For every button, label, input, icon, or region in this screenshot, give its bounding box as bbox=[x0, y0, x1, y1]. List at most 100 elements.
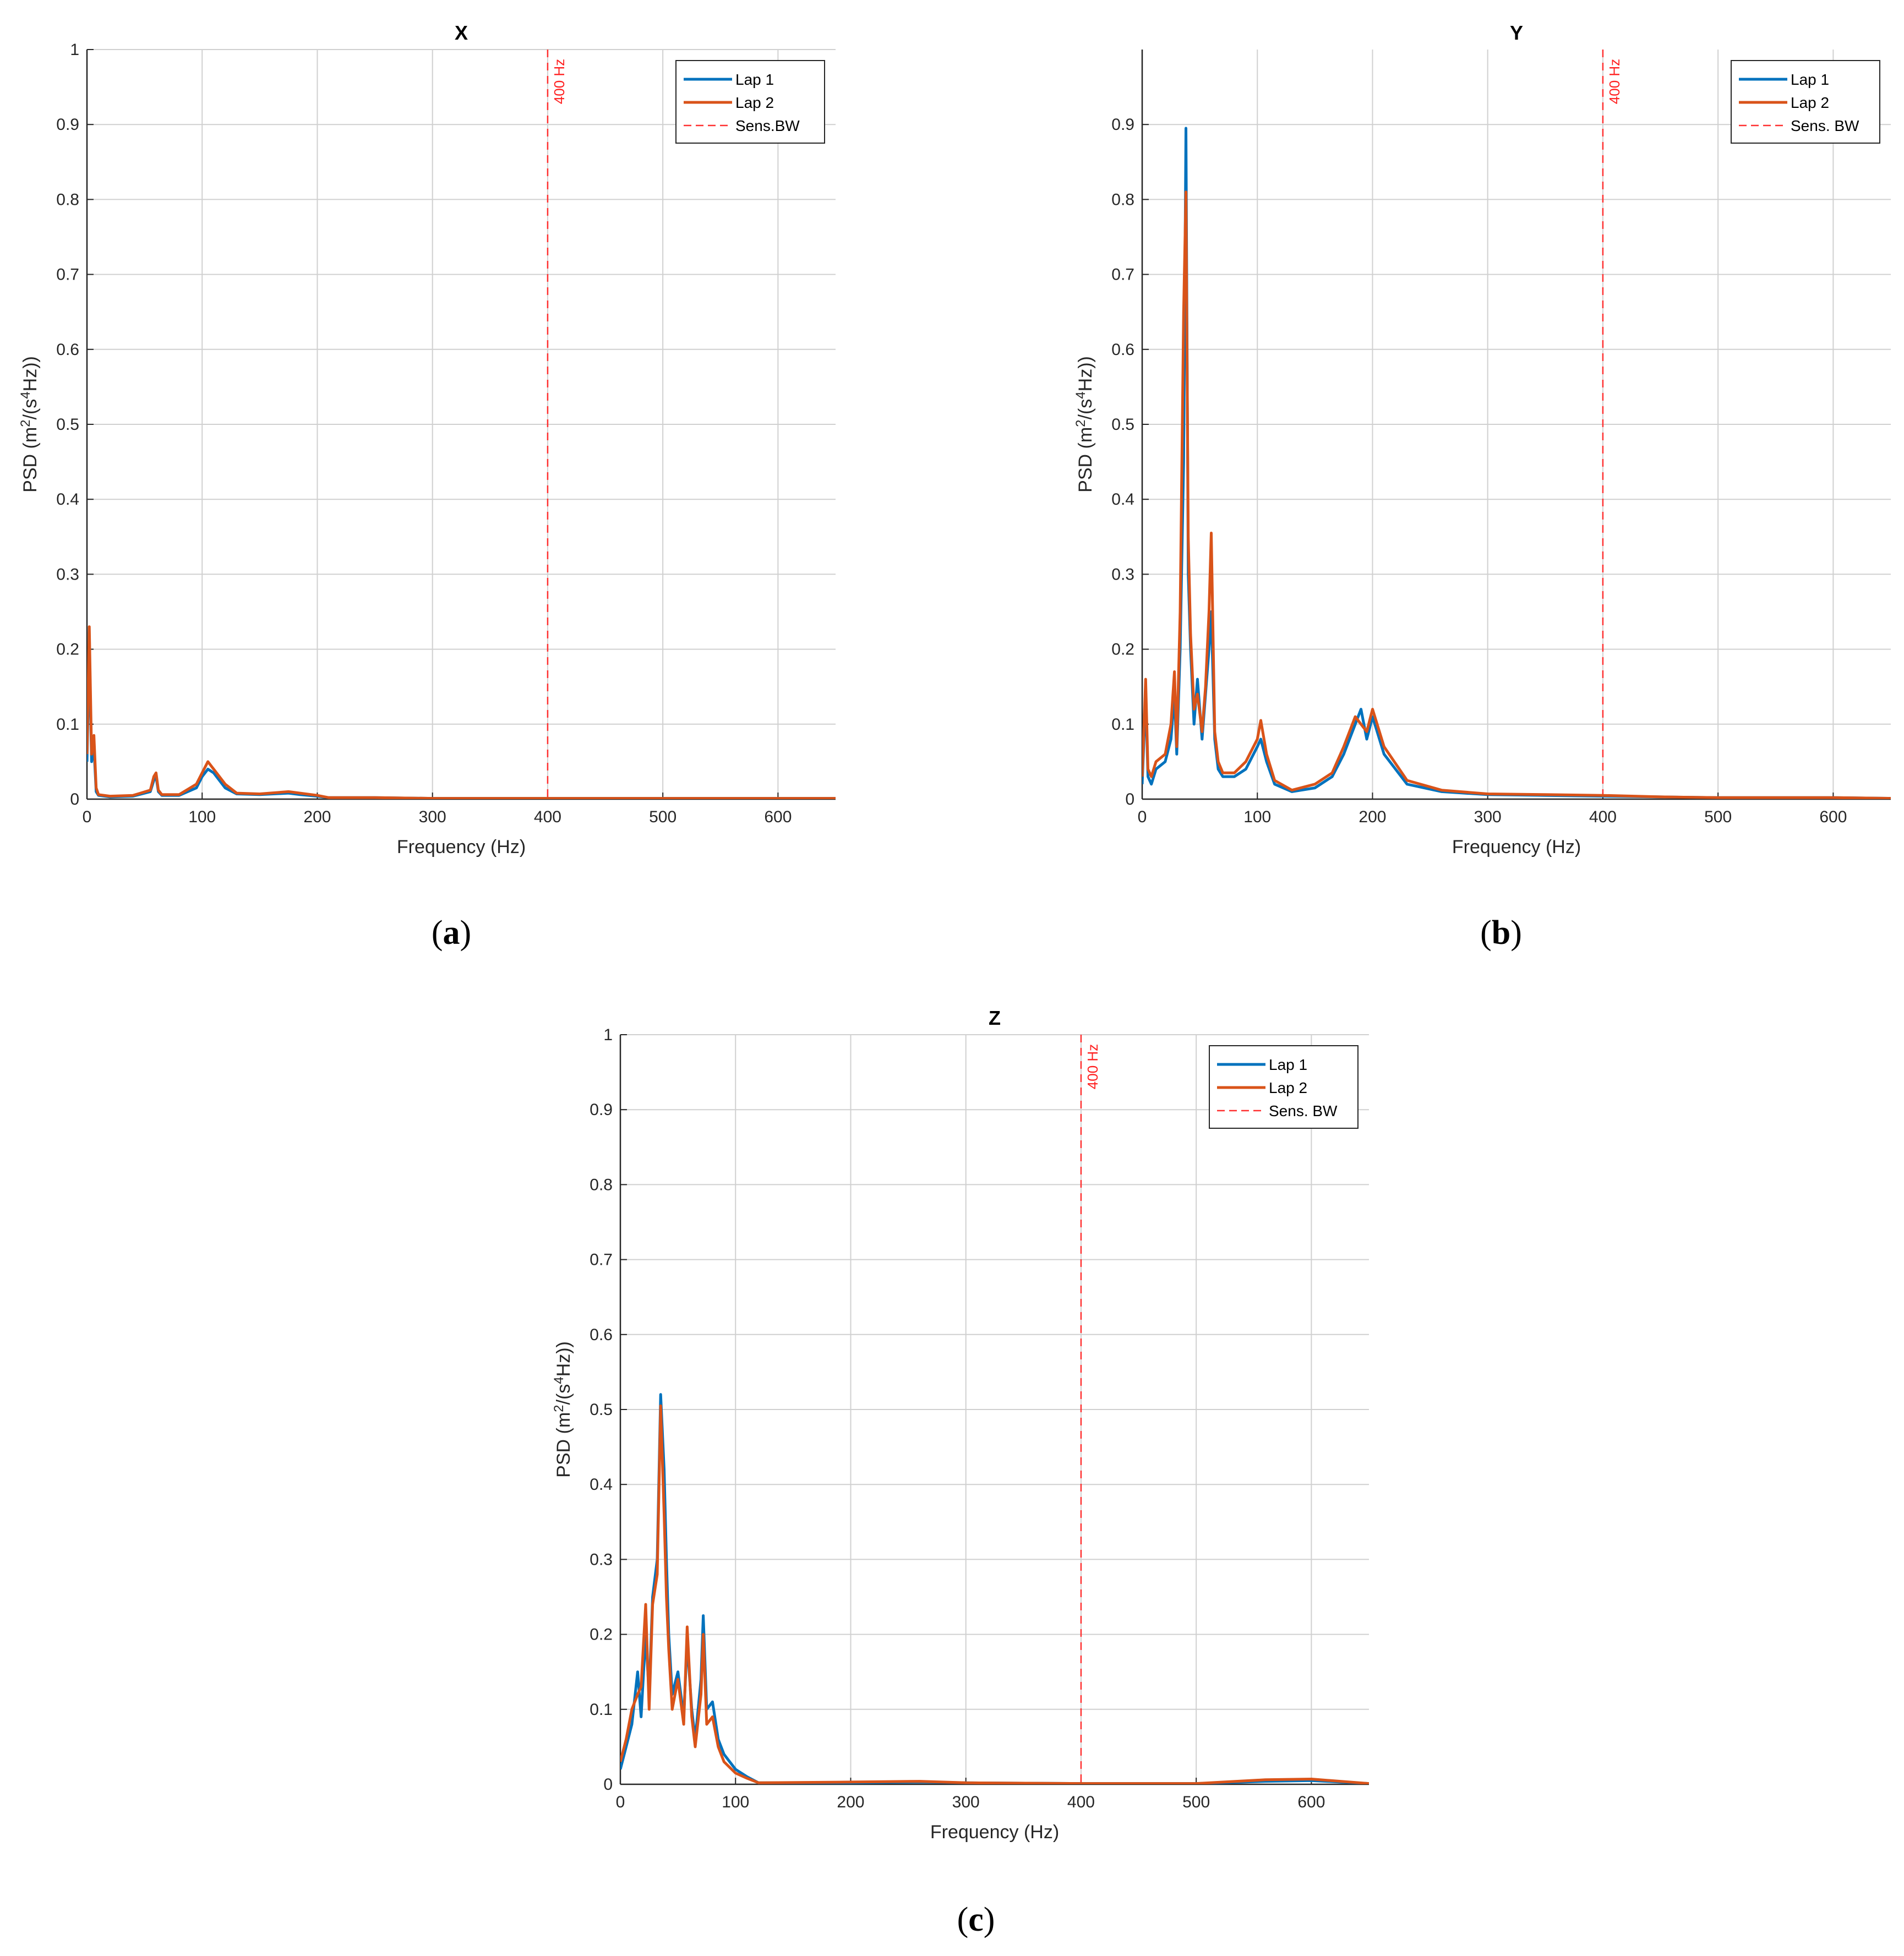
x-tick-label: 100 bbox=[188, 808, 216, 826]
y-axis-label-part: PSD (m bbox=[1075, 427, 1096, 493]
x-tick-label: 0 bbox=[1138, 808, 1147, 826]
caption-paren-open: ( bbox=[432, 914, 443, 952]
chart-title: Y bbox=[1510, 21, 1523, 44]
caption-paren-open: ( bbox=[1480, 914, 1492, 952]
panel-a: 0 100 200 300 400 500 600 0 0.1 0.2 0.3 0.4 0.5 0.6 0.… bbox=[18, 21, 836, 952]
y-tick-label: 0.4 bbox=[56, 490, 79, 509]
legend-label-1: Lap 1 bbox=[1791, 71, 1829, 88]
series-line-1 bbox=[1142, 127, 1891, 799]
y-tick-label: 0 bbox=[603, 1775, 613, 1794]
caption-paren-close: ) bbox=[1510, 914, 1522, 952]
y-tick-label: 0.8 bbox=[56, 190, 79, 209]
y-tick-label: 1 bbox=[70, 41, 79, 59]
y-tick-label: 1 bbox=[603, 1026, 613, 1044]
panel-caption: (b) bbox=[1480, 914, 1522, 952]
x-tick-label: 400 bbox=[534, 808, 561, 826]
y-axis-label-part: /(s bbox=[1075, 399, 1096, 420]
x-tick-label: 300 bbox=[419, 808, 446, 826]
x-axis-label: Frequency (Hz) bbox=[1452, 837, 1581, 857]
y-tick-label: 0.7 bbox=[590, 1251, 613, 1269]
x-tick-label: 300 bbox=[1474, 808, 1502, 826]
caption-letter: c bbox=[968, 1901, 984, 1938]
series-line-2 bbox=[1142, 190, 1891, 799]
legend-label-3: Sens. BW bbox=[1791, 117, 1859, 134]
x-tick-label: 200 bbox=[1359, 808, 1386, 826]
legend-label-3: Sens. BW bbox=[1269, 1102, 1338, 1119]
x-tick-label: 600 bbox=[1297, 1793, 1325, 1811]
caption-letter: b bbox=[1492, 914, 1510, 952]
y-tick-label: 0 bbox=[1125, 790, 1134, 808]
x-axis-label: Frequency (Hz) bbox=[397, 837, 526, 857]
y-axis-label-part: PSD (m bbox=[20, 427, 41, 493]
series-line-1 bbox=[620, 1393, 1369, 1784]
x-tick-label: 600 bbox=[1819, 808, 1847, 826]
y-tick-label: 0.5 bbox=[1111, 416, 1134, 434]
y-tick-label: 0.3 bbox=[590, 1550, 613, 1569]
legend-label-3: Sens.BW bbox=[735, 117, 800, 134]
panel-caption: (c) bbox=[957, 1901, 995, 1938]
y-axis-label-part: 4 bbox=[552, 1376, 566, 1384]
legend-label-2: Lap 2 bbox=[1791, 94, 1829, 111]
y-tick-label: 0.2 bbox=[1111, 641, 1134, 659]
y-tick-label: 0.5 bbox=[590, 1401, 613, 1419]
x-tick-label: 0 bbox=[616, 1793, 625, 1811]
caption-paren-close: ) bbox=[984, 1901, 995, 1938]
y-tick-label: 0.6 bbox=[590, 1326, 613, 1344]
y-axis-label: PSD (m2/(s4Hz)) bbox=[18, 356, 41, 493]
y-tick-label: 0.9 bbox=[56, 116, 79, 134]
chart-title: Z bbox=[989, 1007, 1001, 1029]
x-tick-label: 500 bbox=[1182, 1793, 1210, 1811]
y-tick-label: 0.2 bbox=[56, 641, 79, 659]
y-tick-label: 0.6 bbox=[56, 341, 79, 359]
y-tick-label: 0.1 bbox=[1111, 715, 1134, 734]
caption-letter: a bbox=[443, 914, 460, 952]
y-axis-label-part: /(s bbox=[553, 1384, 574, 1405]
y-axis-label: PSD (m2/(s4Hz)) bbox=[1073, 356, 1096, 493]
y-tick-label: 0.3 bbox=[56, 565, 79, 583]
y-axis-label-part: Hz)) bbox=[20, 356, 41, 391]
x-tick-label: 0 bbox=[83, 808, 92, 826]
y-tick-label: 0.5 bbox=[56, 416, 79, 434]
y-axis-label-part: Hz)) bbox=[1075, 356, 1096, 391]
y-axis-label-part: Hz)) bbox=[553, 1341, 574, 1376]
y-tick-label: 0.9 bbox=[1111, 116, 1134, 134]
y-axis-label-part: 4 bbox=[18, 391, 33, 398]
legend-label-2: Lap 2 bbox=[1269, 1079, 1307, 1096]
chart-title: X bbox=[455, 21, 468, 44]
x-tick-label: 100 bbox=[1243, 808, 1271, 826]
panel-caption: (a) bbox=[432, 914, 471, 952]
bandwidth-label: 400 Hz bbox=[1084, 1044, 1101, 1089]
y-tick-label: 0.4 bbox=[590, 1476, 613, 1494]
y-tick-label: 0.1 bbox=[590, 1701, 613, 1719]
caption-paren-open: ( bbox=[957, 1901, 969, 1938]
y-axis-label-part: 4 bbox=[1073, 391, 1088, 398]
x-tick-label: 100 bbox=[722, 1793, 749, 1811]
y-tick-label: 0.8 bbox=[1111, 190, 1134, 209]
y-tick-label: 0.3 bbox=[1111, 565, 1134, 583]
y-tick-label: 0.7 bbox=[1111, 266, 1134, 284]
y-tick-label: 0.8 bbox=[590, 1176, 613, 1194]
x-tick-label: 200 bbox=[303, 808, 331, 826]
series-line-2 bbox=[87, 625, 836, 799]
y-axis-label-part: /(s bbox=[20, 399, 41, 420]
y-axis-label-part: 2 bbox=[1073, 419, 1088, 427]
x-tick-label: 400 bbox=[1067, 1793, 1095, 1811]
y-tick-label: 0.6 bbox=[1111, 341, 1134, 359]
y-tick-label: 0 bbox=[70, 790, 79, 808]
x-tick-label: 400 bbox=[1589, 808, 1617, 826]
legend-label-2: Lap 2 bbox=[735, 94, 774, 111]
y-axis-label: PSD (m2/(s4Hz)) bbox=[552, 1341, 574, 1478]
bandwidth-label: 400 Hz bbox=[1606, 59, 1623, 104]
x-tick-label: 500 bbox=[1704, 808, 1732, 826]
x-axis-label: Frequency (Hz) bbox=[930, 1822, 1059, 1843]
x-tick-label: 500 bbox=[649, 808, 677, 826]
y-tick-label: 0.7 bbox=[56, 266, 79, 284]
panel-c: 0 100 200 300 400 500 600 0 0.1 0.2 0.3 0.4 0.5 0.6 0.… bbox=[552, 1007, 1369, 1938]
legend-label-1: Lap 1 bbox=[735, 71, 774, 88]
x-tick-label: 300 bbox=[952, 1793, 980, 1811]
x-tick-label: 200 bbox=[837, 1793, 864, 1811]
y-axis-label-part: 2 bbox=[552, 1405, 566, 1412]
legend-label-1: Lap 1 bbox=[1269, 1056, 1307, 1073]
x-tick-label: 600 bbox=[764, 808, 792, 826]
